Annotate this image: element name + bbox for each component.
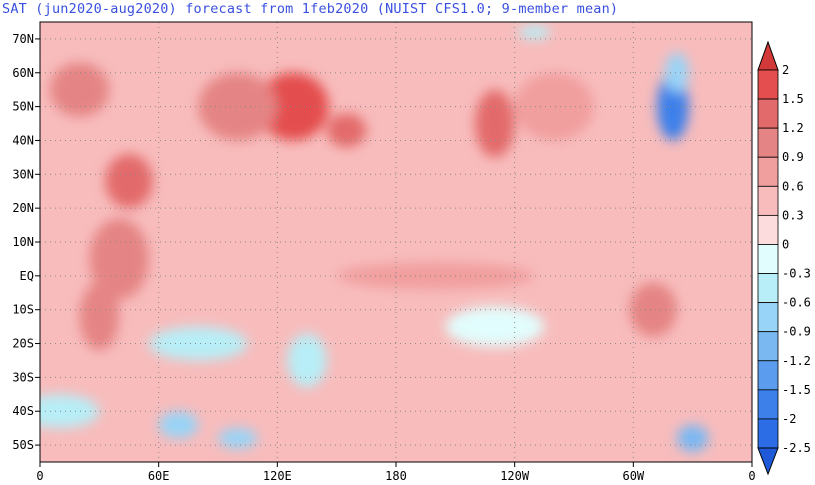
colorbar: 2 1.5 1.2 0.9 0.6 0.3 0 -0.3 -0.6 -0.9 -1.2 -1.5 -2 -…	[757, 40, 811, 476]
anomaly-region	[105, 154, 153, 209]
anomaly-region	[158, 411, 199, 439]
colorbar-swatch	[757, 302, 779, 333]
colorbar-swatch	[757, 214, 779, 245]
y-tick-label: 70N	[12, 32, 34, 46]
colorbar-label: -0.6	[782, 296, 811, 310]
colorbar-label: 0.3	[782, 208, 804, 222]
y-tick-label: 40S	[12, 404, 34, 418]
x-tick-label: 0	[36, 469, 43, 483]
y-tick-label: 30S	[12, 370, 34, 384]
anomaly-region	[676, 424, 709, 452]
colorbar-label: 1.2	[782, 121, 804, 135]
anomaly-region	[218, 428, 258, 449]
colorbar-label: 0.9	[782, 150, 804, 164]
colorbar-label: 0.6	[782, 179, 804, 193]
anomaly-region	[514, 72, 594, 141]
y-tick-label: 30N	[12, 167, 34, 181]
anomaly-region	[257, 72, 329, 141]
map-title: SAT (jun2020-aug2020) forecast from 1feb…	[2, 1, 619, 17]
anomaly-region	[198, 72, 278, 141]
anomaly-region	[49, 62, 110, 117]
colorbar-arrow-bottom	[757, 447, 779, 476]
x-tick-label: 180	[385, 469, 407, 483]
colorbar-swatch	[757, 244, 779, 274]
colorbar-label: -2	[782, 412, 796, 426]
axis-ticks: 0 60E 120E 180 120W 60W 0 70N 60N 50N 40N 30N 20N 10N…	[12, 32, 755, 483]
colorbar-swatch	[757, 156, 779, 187]
colorbar-arrow-top	[757, 40, 779, 71]
colorbar-swatch	[757, 418, 779, 449]
anomaly-region	[287, 333, 327, 388]
colorbar-swatch	[757, 185, 779, 216]
colorbar-label: 1.5	[782, 92, 804, 106]
colorbar-swatch	[757, 127, 779, 158]
x-tick-label: 120W	[500, 469, 530, 483]
colorbar-swatch	[757, 273, 779, 304]
colorbar-swatch	[757, 98, 779, 129]
colorbar-label: 0	[782, 237, 789, 251]
anomaly-region	[664, 52, 689, 94]
colorbar-label: -2.5	[782, 441, 811, 455]
colorbar-swatch	[757, 360, 779, 391]
y-tick-label: 60N	[12, 66, 34, 80]
anomaly-region	[148, 326, 248, 361]
y-tick-label: 50S	[12, 438, 34, 452]
anomaly-region	[79, 282, 120, 351]
y-tick-label: 10N	[12, 235, 34, 249]
colorbar-label: -0.9	[782, 325, 811, 339]
x-tick-label: 60W	[622, 469, 644, 483]
anomaly-region	[89, 218, 149, 300]
colorbar-label: -1.2	[782, 354, 811, 368]
colorbar-label: 2	[782, 63, 789, 77]
anomaly-region	[518, 25, 551, 39]
colorbar-swatch	[757, 389, 779, 420]
anomaly-field	[40, 25, 709, 452]
y-tick-label: 20N	[12, 201, 34, 215]
colorbar-label: -0.3	[782, 267, 811, 281]
anomaly-region	[629, 282, 677, 337]
grid-lines	[40, 22, 752, 462]
anomaly-region	[475, 89, 515, 158]
colorbar-swatch	[757, 331, 779, 362]
y-tick-label: 10S	[12, 303, 34, 317]
anomaly-region	[445, 306, 545, 347]
x-tick-label: 60E	[148, 469, 170, 483]
y-tick-label: 20S	[12, 337, 34, 351]
x-tick-label: 0	[748, 469, 755, 483]
y-tick-label: 40N	[12, 133, 34, 147]
colorbar-label: -1.5	[782, 383, 811, 397]
anomaly-region	[40, 394, 100, 429]
anomaly-region	[326, 113, 367, 148]
x-tick-label: 120E	[263, 469, 292, 483]
y-tick-label: 50N	[12, 100, 34, 114]
colorbar-swatch	[757, 69, 779, 100]
y-tick-label: EQ	[20, 269, 34, 283]
